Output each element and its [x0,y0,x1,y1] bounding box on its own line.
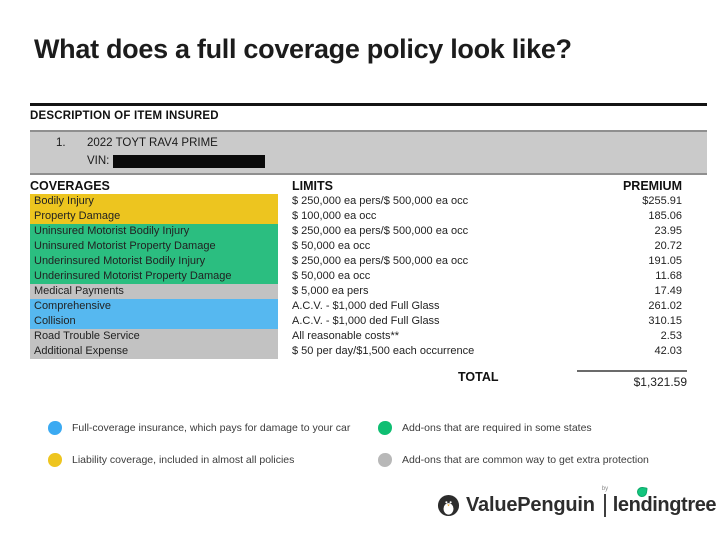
limit-cell: A.C.V. - $1,000 ded Full Glass [292,300,440,312]
premium-cell: 11.68 [655,270,682,282]
premium-cell: 42.03 [654,345,682,357]
total-label: TOTAL [458,370,499,384]
table-row: Underinsured Motorist Bodily Injury $ 25… [30,254,707,269]
legend-color-dot-icon [48,453,62,467]
premium-cell: 185.06 [648,210,682,222]
total-row: TOTAL $1,321.59 [30,364,707,389]
table-row: Bodily Injury $ 250,000 ea pers/$ 500,00… [30,194,707,209]
limit-cell: $ 50,000 ea occ [292,240,371,252]
vin-label: VIN: [87,155,110,167]
top-rule [30,103,707,106]
coverage-cell: Underinsured Motorist Property Damage [30,269,278,284]
coverages-header: COVERAGES [30,179,110,193]
legend-item: Liability coverage, included in almost a… [48,452,378,468]
premium-cell: 310.15 [648,315,682,327]
premium-cell: 261.02 [648,300,682,312]
legend-item-label: Full-coverage insurance, which pays for … [72,422,351,434]
premium-cell: 20.72 [654,240,682,252]
premium-cell: 23.95 [654,225,682,237]
legend-item-label: Add-ons that are required in some states [402,422,592,434]
table-row: Medical Payments $ 5,000 ea pers 17.49 [30,284,707,299]
table-row: Uninsured Motorist Property Damage $ 50,… [30,239,707,254]
limit-cell: $ 250,000 ea pers/$ 500,000 ea occ [292,255,469,267]
limit-cell: $ 5,000 ea pers [292,285,369,297]
coverage-cell: Collision [30,314,278,329]
limit-cell: All reasonable costs** [292,330,400,342]
premium-cell: 2.53 [660,330,682,342]
by-label: by [601,486,609,492]
page-title: What does a full coverage policy look li… [34,34,572,64]
valuepenguin-logo: ValuePenguin [466,494,595,516]
table-body: Bodily Injury $ 250,000 ea pers/$ 500,00… [30,194,707,359]
legend-color-dot-icon [48,421,62,435]
policy-document: DESCRIPTION OF ITEM INSURED 1. 2022 TOYT… [30,103,707,389]
table-row: Road Trouble Service All reasonable cost… [30,329,707,344]
vehicle-index: 1. [56,137,66,149]
legend-item: Full-coverage insurance, which pays for … [48,420,378,436]
limit-cell: $ 250,000 ea pers/$ 500,000 ea occ [292,225,469,237]
premium-cell: 17.49 [654,285,682,297]
legend-item: Add-ons that are common way to get extra… [378,452,649,468]
legend-item-label: Add-ons that are common way to get extra… [402,454,649,466]
coverage-cell: Road Trouble Service [30,329,278,344]
vin-redaction-bar [113,154,266,168]
legend-color-dot-icon [378,421,392,435]
table-header-row: COVERAGES LIMITS PREMIUM [30,178,707,194]
table-row: Uninsured Motorist Bodily Injury $ 250,0… [30,224,707,239]
lendingtree-logo: lendingtree [612,494,717,516]
vehicle-name: 2022 TOYT RAV4 PRIME [87,137,218,149]
legend: Full-coverage insurance, which pays for … [48,420,649,468]
limit-cell: A.C.V. - $1,000 ded Full Glass [292,315,440,327]
legend-color-dot-icon [378,453,392,467]
limit-cell: $ 50 per day/$1,500 each occurrence [292,345,475,357]
insured-vehicle-box: 1. 2022 TOYT RAV4 PRIME VIN: [30,130,707,175]
coverage-cell: Underinsured Motorist Bodily Injury [30,254,278,269]
limits-header: LIMITS [292,179,333,193]
table-row: Additional Expense $ 50 per day/$1,500 e… [30,344,707,359]
table-row: Collision A.C.V. - $1,000 ded Full Glass… [30,314,707,329]
table-row: Comprehensive A.C.V. - $1,000 ded Full G… [30,299,707,314]
penguin-icon [437,494,460,517]
coverage-cell: Comprehensive [30,299,278,314]
coverage-cell: Medical Payments [30,284,278,299]
limit-cell: $ 250,000 ea pers/$ 500,000 ea occ [292,195,469,207]
coverage-cell: Uninsured Motorist Bodily Injury [30,224,278,239]
coverage-cell: Additional Expense [30,344,278,359]
coverage-cell: Property Damage [30,209,278,224]
footer-brand-lockup: ValuePenguin by lendingtree [437,486,717,517]
coverage-cell: Bodily Injury [30,194,278,209]
description-section-header: DESCRIPTION OF ITEM INSURED [30,110,219,122]
coverage-table: COVERAGES LIMITS PREMIUM Bodily Injury $… [30,178,707,389]
table-row: Underinsured Motorist Property Damage $ … [30,269,707,284]
premium-cell: $255.91 [642,195,682,207]
legend-item: Add-ons that are required in some states [378,420,649,436]
logo-divider [603,494,606,517]
premium-cell: 191.05 [648,255,682,267]
total-value: $1,321.59 [577,370,687,389]
limit-cell: $ 50,000 ea occ [292,270,371,282]
coverage-cell: Uninsured Motorist Property Damage [30,239,278,254]
table-row: Property Damage $ 100,000 ea occ 185.06 [30,209,707,224]
legend-item-label: Liability coverage, included in almost a… [72,454,295,466]
limit-cell: $ 100,000 ea occ [292,210,377,222]
premium-header: PREMIUM [622,179,682,193]
